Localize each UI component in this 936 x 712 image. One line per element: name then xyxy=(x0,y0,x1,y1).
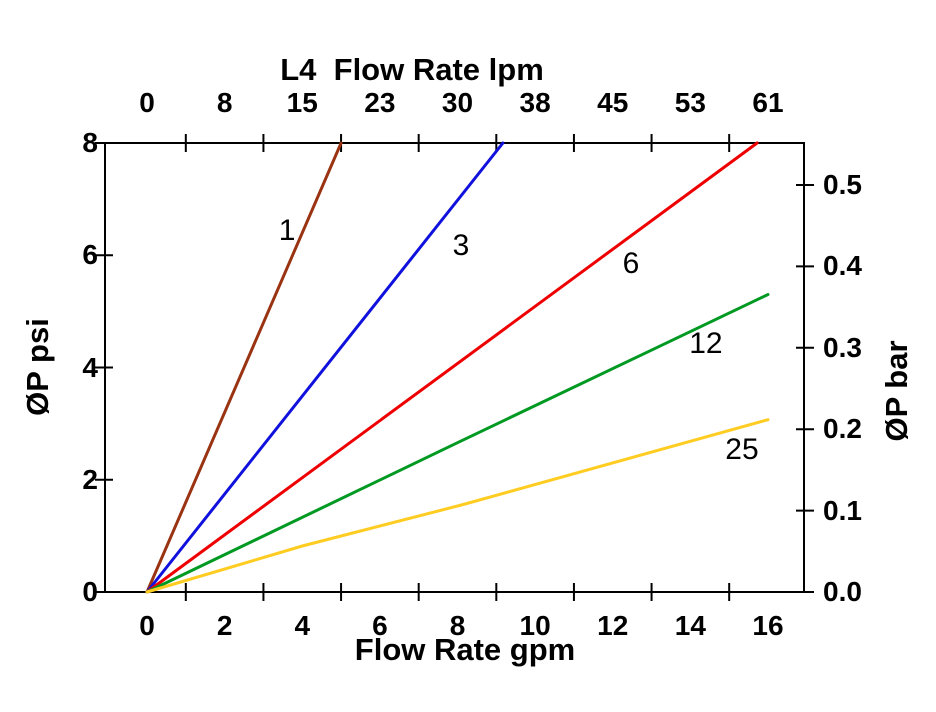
series-label-12: 12 xyxy=(689,326,723,360)
bottom-tick-label: 0 xyxy=(139,610,155,641)
right-tick-label: 0.5 xyxy=(823,168,862,200)
right-tick-label: 0.4 xyxy=(823,250,862,282)
top-tick-label: 53 xyxy=(674,87,706,118)
series-label-25: 25 xyxy=(725,433,759,466)
bottom-tick-label: 8 xyxy=(449,610,466,641)
series-line-12 xyxy=(145,293,770,594)
series-label-3: 3 xyxy=(452,228,470,262)
bottom-tick-label: 12 xyxy=(597,610,629,641)
left-tick-label: 8 xyxy=(82,127,98,158)
right-axis-title: ØP bar xyxy=(879,340,914,442)
top-tick-label: 30 xyxy=(441,87,474,118)
series-line-3 xyxy=(145,141,505,594)
top-tick-label: 45 xyxy=(597,87,629,118)
right-tick-label: 0.2 xyxy=(823,413,862,445)
bottom-axis-title: Flow Rate gpm xyxy=(354,632,576,667)
top-tick-label: 0 xyxy=(139,87,155,118)
top-axis-title: L4 Flow Rate lpm xyxy=(280,52,544,87)
bottom-tick-label: 14 xyxy=(674,610,706,641)
left-tick-label: 6 xyxy=(82,239,98,271)
left-tick-label: 4 xyxy=(82,351,98,383)
bottom-tick-label: 2 xyxy=(216,610,233,641)
series-line-1 xyxy=(145,141,343,594)
left-tick-label: 2 xyxy=(82,463,98,495)
top-tick-label: 8 xyxy=(216,87,233,118)
bottom-tick-label: 4 xyxy=(294,610,311,641)
right-tick-label: 0.1 xyxy=(823,494,862,526)
left-tick-label: 0 xyxy=(82,576,98,607)
top-tick-label: 15 xyxy=(286,87,318,118)
bottom-tick-label: 10 xyxy=(519,610,551,641)
right-tick-label: 0.0 xyxy=(823,576,862,607)
top-tick-label: 23 xyxy=(364,87,396,118)
right-tick-label: 0.3 xyxy=(823,331,862,363)
top-tick-label: 38 xyxy=(519,87,551,118)
top-tick-label: 61 xyxy=(752,87,784,118)
series-label-1: 1 xyxy=(278,214,296,248)
series-line-6 xyxy=(145,141,759,594)
bottom-tick-label: 6 xyxy=(372,610,388,641)
series-label-6: 6 xyxy=(622,247,640,281)
series-line-25 xyxy=(145,418,770,594)
bottom-tick-label: 16 xyxy=(752,610,784,641)
